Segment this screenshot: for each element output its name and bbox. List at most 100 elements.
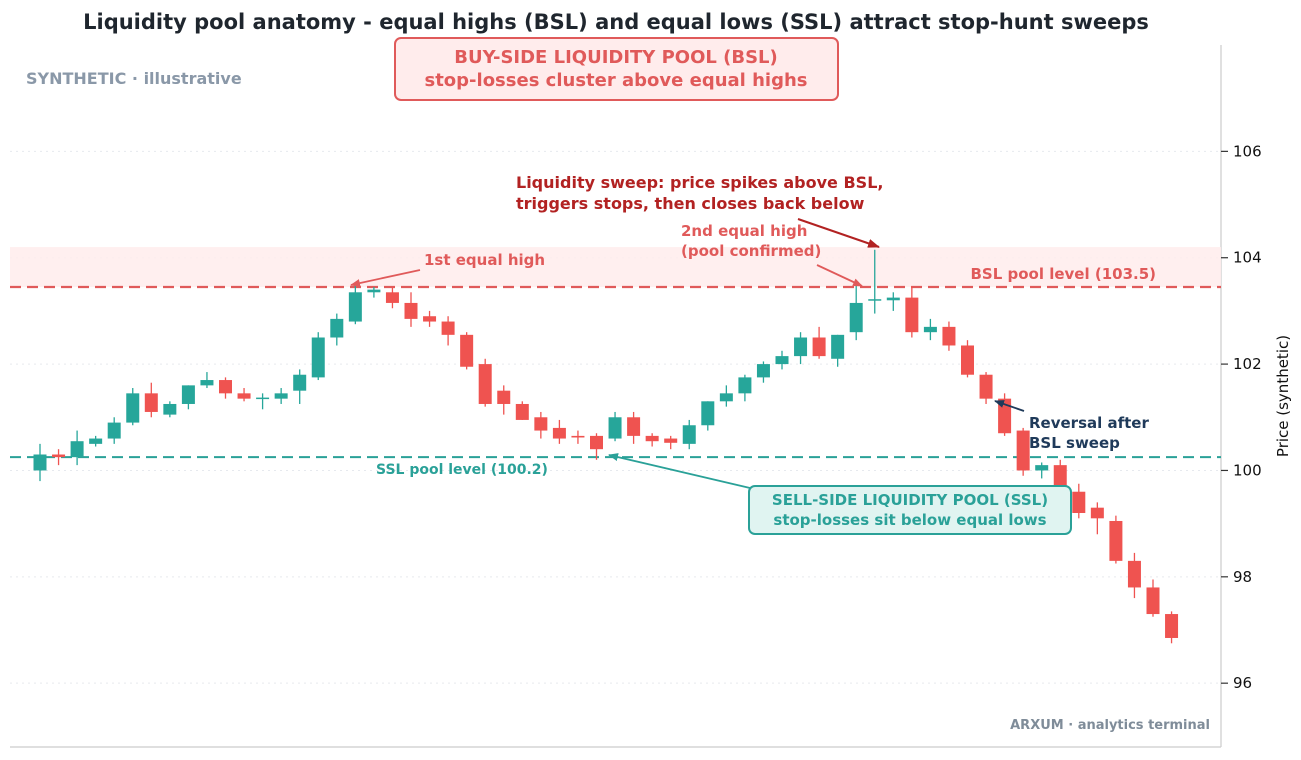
- candle: [571, 430, 585, 444]
- bsl-callout-box: [394, 37, 839, 101]
- ssl-callout-subtitle: stop-losses sit below equal lows: [773, 511, 1046, 529]
- candle: [1035, 462, 1049, 479]
- candle-body: [144, 393, 158, 412]
- candle-body: [1146, 587, 1160, 615]
- candle: [126, 388, 140, 426]
- ssl-callout-arrow: [608, 453, 751, 489]
- y-tick-label: 96: [1233, 674, 1252, 692]
- reversal-label-2: BSL sweep: [1029, 434, 1120, 452]
- candle: [497, 385, 511, 415]
- candle-body: [1053, 465, 1067, 490]
- y-ticks: 96 98 100 102 104 106: [1221, 142, 1262, 692]
- reversal-label-1: Reversal after: [1029, 414, 1149, 432]
- candle-body: [682, 425, 696, 444]
- candle: [89, 435, 103, 447]
- candle: [1146, 579, 1160, 617]
- candle-body: [404, 302, 418, 319]
- candle: [552, 419, 566, 444]
- y-tick-label: 102: [1233, 355, 1262, 373]
- candle: [682, 419, 696, 450]
- candle: [645, 433, 659, 447]
- ssl-callout-title: SELL-SIDE LIQUIDITY POOL (SSL): [772, 491, 1048, 509]
- sweep-label-1: Liquidity sweep: price spikes above BSL,: [516, 173, 883, 192]
- candle-body: [886, 297, 900, 301]
- candle: [460, 332, 474, 370]
- candle: [979, 372, 993, 404]
- candle: [775, 350, 789, 370]
- chart-title: Liquidity pool anatomy - equal highs (BS…: [83, 10, 1149, 34]
- candle: [1109, 515, 1123, 564]
- candle: [608, 411, 622, 442]
- candle-body: [775, 356, 789, 365]
- candle: [1016, 427, 1030, 476]
- candle-body: [348, 292, 362, 322]
- y-tick-label: 100: [1233, 461, 1262, 479]
- y-axis-label: Price (synthetic): [1274, 335, 1292, 457]
- candle-body: [181, 385, 195, 404]
- candle: [886, 292, 900, 311]
- candle-body: [868, 299, 882, 301]
- first-equal-high-arrow: [350, 269, 421, 287]
- bsl-level-label: BSL pool level (103.5): [970, 265, 1156, 283]
- candle-body: [311, 337, 325, 378]
- second-equal-high-arrow: [816, 264, 863, 287]
- candle-body: [385, 292, 399, 303]
- candle-body: [367, 289, 381, 293]
- y-tick-label: 106: [1233, 142, 1262, 160]
- candle: [256, 393, 270, 410]
- candle-body: [979, 374, 993, 399]
- candle-body: [590, 435, 603, 450]
- candle: [738, 374, 752, 402]
- candle: [219, 377, 232, 399]
- candle: [831, 334, 845, 367]
- candle: [590, 433, 603, 460]
- candle-body: [52, 454, 66, 458]
- candle: [905, 286, 919, 338]
- candle: [942, 321, 956, 351]
- candle: [163, 401, 177, 418]
- candle-body: [812, 337, 826, 357]
- candle: [998, 393, 1012, 436]
- second-equal-high-label-1: 2nd equal high: [681, 222, 807, 240]
- candle-body: [608, 417, 622, 439]
- candle-body: [200, 380, 214, 386]
- candle: [664, 435, 678, 450]
- candle: [70, 430, 84, 466]
- candle-body: [478, 364, 492, 404]
- candle-body: [571, 435, 585, 438]
- candle: [961, 340, 974, 378]
- candle-body: [905, 297, 919, 333]
- candle: [181, 385, 195, 410]
- y-tick-label: 98: [1233, 568, 1252, 586]
- candle: [478, 358, 492, 407]
- candle: [923, 318, 937, 341]
- candle: [237, 388, 251, 402]
- candle-body: [627, 417, 641, 436]
- candle: [293, 369, 307, 404]
- candle: [441, 316, 455, 346]
- candle-body: [738, 377, 752, 394]
- candle: [701, 401, 715, 431]
- ssl-level-label: SSL pool level (100.2): [376, 462, 548, 478]
- candle: [52, 449, 66, 466]
- ssl-callout-box: [748, 485, 1072, 535]
- candle-body: [33, 454, 47, 471]
- candle-body: [107, 422, 121, 439]
- candle: [404, 292, 418, 327]
- watermark: SYNTHETIC · illustrative: [26, 69, 242, 88]
- candle-body: [237, 393, 251, 399]
- candle-body: [756, 364, 770, 378]
- candle: [719, 385, 733, 407]
- candle-body: [126, 393, 140, 423]
- candle-body: [460, 334, 474, 367]
- candle: [1090, 502, 1104, 535]
- y-tick-label: 104: [1233, 249, 1262, 267]
- candle: [311, 332, 325, 381]
- candles: [33, 249, 1179, 644]
- candle: [385, 286, 399, 309]
- candle: [515, 401, 529, 420]
- reversal-arrow: [994, 400, 1025, 412]
- candle-body: [664, 438, 678, 443]
- candle: [107, 417, 121, 444]
- candle: [33, 443, 47, 482]
